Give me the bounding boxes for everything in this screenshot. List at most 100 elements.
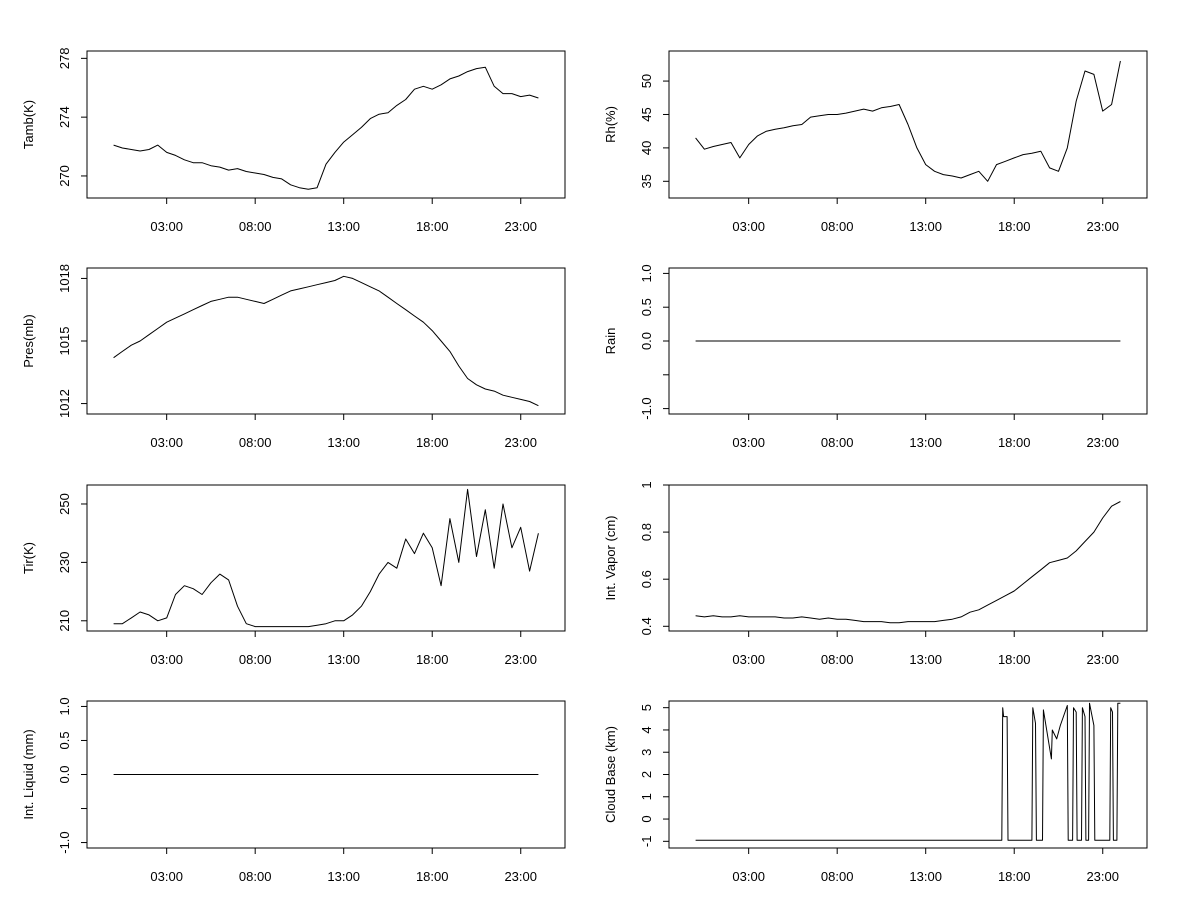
y-tick-label: 5 — [639, 704, 654, 711]
x-tick-label: 18:00 — [998, 219, 1031, 234]
chart-panel-4: 03:00 08:00 13:00 18:00 23:00 -1.0 0.0 0.5 1.0 Ra… — [603, 264, 1148, 450]
x-tick-label: 08:00 — [821, 869, 854, 884]
y-tick-label: 1018 — [57, 264, 72, 293]
x-tick-label: 03:00 — [732, 219, 765, 234]
plot-frame — [668, 50, 1148, 199]
plot-frame — [86, 50, 566, 199]
x-tick-label: 23:00 — [504, 652, 537, 667]
x-tick-label: 13:00 — [909, 435, 942, 450]
y-axis-label: Int. Vapor (cm) — [603, 515, 618, 600]
chart-panel-5: 03:00 08:00 13:00 18:00 23:00 210 230 250 Tir(K) — [21, 484, 566, 667]
x-tick-label: 03:00 — [732, 869, 765, 884]
y-tick-label: 0.8 — [639, 523, 654, 541]
y-tick-label: 2 — [639, 771, 654, 778]
x-tick-label: 08:00 — [821, 435, 854, 450]
x-tick-label: 13:00 — [327, 652, 360, 667]
x-tick-label: 23:00 — [504, 219, 537, 234]
y-tick-label: 0.0 — [57, 765, 72, 783]
y-tick-label: -1 — [639, 836, 654, 848]
y-tick-label: 45 — [639, 107, 654, 121]
x-tick-label: 13:00 — [909, 652, 942, 667]
x-tick-label: 08:00 — [821, 219, 854, 234]
y-tick-label: -1.0 — [639, 397, 654, 419]
y-tick-label: 1012 — [57, 389, 72, 418]
x-tick-label: 18:00 — [416, 869, 449, 884]
y-tick-label: 40 — [639, 141, 654, 155]
x-tick-label: 18:00 — [416, 219, 449, 234]
y-tick-label: 0.0 — [639, 332, 654, 350]
x-tick-label: 03:00 — [150, 869, 183, 884]
y-tick-label: 0.6 — [639, 570, 654, 588]
y-tick-label: 3 — [639, 749, 654, 756]
x-tick-label: 13:00 — [909, 219, 942, 234]
y-tick-label: 250 — [57, 493, 72, 515]
y-axis-label: Cloud Base (km) — [603, 726, 618, 823]
series-line — [113, 66, 539, 190]
x-tick-label: 18:00 — [416, 652, 449, 667]
x-tick-label: 13:00 — [327, 869, 360, 884]
x-tick-label: 03:00 — [732, 652, 765, 667]
plot-frame — [86, 267, 566, 415]
y-tick-label: 35 — [639, 174, 654, 188]
x-tick-label: 03:00 — [150, 652, 183, 667]
x-tick-label: 18:00 — [416, 435, 449, 450]
x-tick-label: 13:00 — [327, 435, 360, 450]
y-tick-label: 0.5 — [639, 298, 654, 316]
x-tick-label: 23:00 — [504, 869, 537, 884]
plot-frame — [668, 484, 1148, 632]
y-tick-label: 1 — [639, 481, 654, 488]
x-tick-label: 08:00 — [239, 652, 272, 667]
series-line — [695, 702, 1121, 841]
series-line — [113, 488, 539, 628]
x-tick-label: 03:00 — [150, 219, 183, 234]
x-tick-label: 18:00 — [998, 869, 1031, 884]
x-tick-label: 08:00 — [239, 435, 272, 450]
y-tick-label: 0.5 — [57, 731, 72, 749]
chart-panel-2: 03:00 08:00 13:00 18:00 23:00 35 40 45 50 Rh(%) — [603, 50, 1148, 234]
y-tick-label: -1.0 — [57, 831, 72, 853]
y-tick-label: 278 — [57, 47, 72, 69]
x-tick-label: 23:00 — [1086, 435, 1119, 450]
y-axis-label: Tir(K) — [21, 542, 36, 574]
chart-panel-3: 03:00 08:00 13:00 18:00 23:00 1012 1015 1018 Pre… — [21, 264, 566, 450]
x-tick-label: 08:00 — [239, 869, 272, 884]
y-tick-label: 0 — [639, 815, 654, 822]
x-tick-label: 08:00 — [821, 652, 854, 667]
chart-panel-8: 03:00 08:00 13:00 18:00 23:00 -1 0 1 2 3 4 5 Cloud B… — [603, 700, 1148, 884]
y-tick-label: 50 — [639, 74, 654, 88]
y-axis-label: Int. Liquid (mm) — [21, 729, 36, 819]
y-axis-label: Pres(mb) — [21, 314, 36, 367]
y-tick-label: 210 — [57, 610, 72, 632]
series-line — [113, 275, 539, 407]
y-tick-label: 230 — [57, 552, 72, 574]
chart-panel-7: 03:00 08:00 13:00 18:00 23:00 -1.0 0.0 0.5 1.0 In… — [21, 697, 566, 884]
chart-panel-6: 03:00 08:00 13:00 18:00 23:00 0.4 0.6 0.8 1 Int. … — [603, 481, 1148, 667]
x-tick-label: 13:00 — [909, 869, 942, 884]
series-line — [695, 501, 1121, 624]
x-tick-label: 23:00 — [1086, 652, 1119, 667]
y-tick-label: 274 — [57, 106, 72, 128]
y-tick-label: 4 — [639, 726, 654, 733]
x-tick-label: 03:00 — [732, 435, 765, 450]
plot-frame — [86, 484, 566, 632]
y-tick-label: 270 — [57, 165, 72, 187]
y-tick-label: 1.0 — [639, 264, 654, 282]
x-tick-label: 18:00 — [998, 435, 1031, 450]
y-axis-label: Rh(%) — [603, 106, 618, 143]
x-tick-label: 23:00 — [504, 435, 537, 450]
x-tick-label: 18:00 — [998, 652, 1031, 667]
y-axis-label: Tamb(K) — [21, 100, 36, 149]
x-tick-label: 23:00 — [1086, 219, 1119, 234]
y-tick-label: 1 — [639, 793, 654, 800]
x-tick-label: 03:00 — [150, 435, 183, 450]
y-tick-label: 0.4 — [639, 617, 654, 635]
x-tick-label: 23:00 — [1086, 869, 1119, 884]
series-line — [695, 60, 1121, 182]
y-axis-label: Rain — [603, 328, 618, 355]
y-tick-label: 1015 — [57, 327, 72, 356]
x-tick-label: 08:00 — [239, 219, 272, 234]
x-tick-label: 13:00 — [327, 219, 360, 234]
chart-panel-1: 03:00 08:00 13:00 18:00 23:00 270 274 278 Tamb(K… — [21, 47, 566, 234]
plot-frame — [668, 700, 1148, 849]
